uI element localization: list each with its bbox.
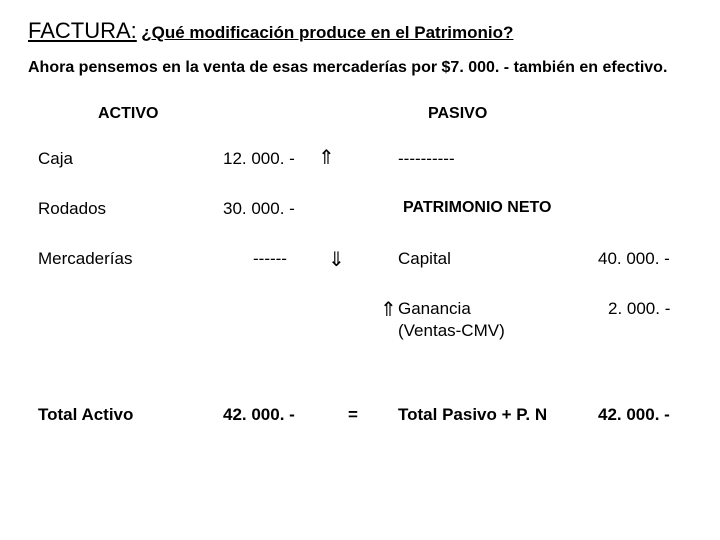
- ganancia-sub: (Ventas-CMV): [398, 321, 505, 341]
- title-prefix: FACTURA:: [28, 18, 137, 43]
- capital-label: Capital: [398, 249, 451, 269]
- total-pasivo-value: 42. 000. -: [598, 405, 670, 425]
- ganancia-label: Ganancia: [398, 299, 471, 319]
- ganancia-value: 2. 000. -: [608, 299, 670, 319]
- pn-header: PATRIMONIO NETO: [403, 199, 551, 217]
- mercaderias-value: ------: [253, 249, 287, 269]
- pasivo-header: PASIVO: [428, 105, 487, 123]
- subtitle: Ahora pensemos en la venta de esas merca…: [28, 58, 692, 79]
- mercaderias-label: Mercaderías: [38, 249, 132, 269]
- caja-label: Caja: [38, 149, 73, 169]
- title-line: FACTURA: ¿Qué modificación produce en el…: [28, 18, 692, 44]
- rodados-value: 30. 000. -: [223, 199, 295, 219]
- caja-arrow-up-icon: [318, 145, 335, 170]
- mercaderias-arrow-down-icon: [328, 247, 345, 272]
- total-pasivo-label: Total Pasivo + P. N: [398, 405, 547, 425]
- total-activo-value: 42. 000. -: [223, 405, 295, 425]
- ganancia-arrow-up-icon: [380, 297, 397, 322]
- rodados-label: Rodados: [38, 199, 106, 219]
- pasivo-dash: ----------: [398, 149, 455, 169]
- activo-header: ACTIVO: [98, 105, 158, 123]
- total-activo-label: Total Activo: [38, 405, 133, 425]
- capital-value: 40. 000. -: [598, 249, 670, 269]
- equals-sign: =: [348, 405, 358, 425]
- title-question: ¿Qué modificación produce en el Patrimon…: [141, 23, 513, 42]
- caja-value: 12. 000. -: [223, 149, 295, 169]
